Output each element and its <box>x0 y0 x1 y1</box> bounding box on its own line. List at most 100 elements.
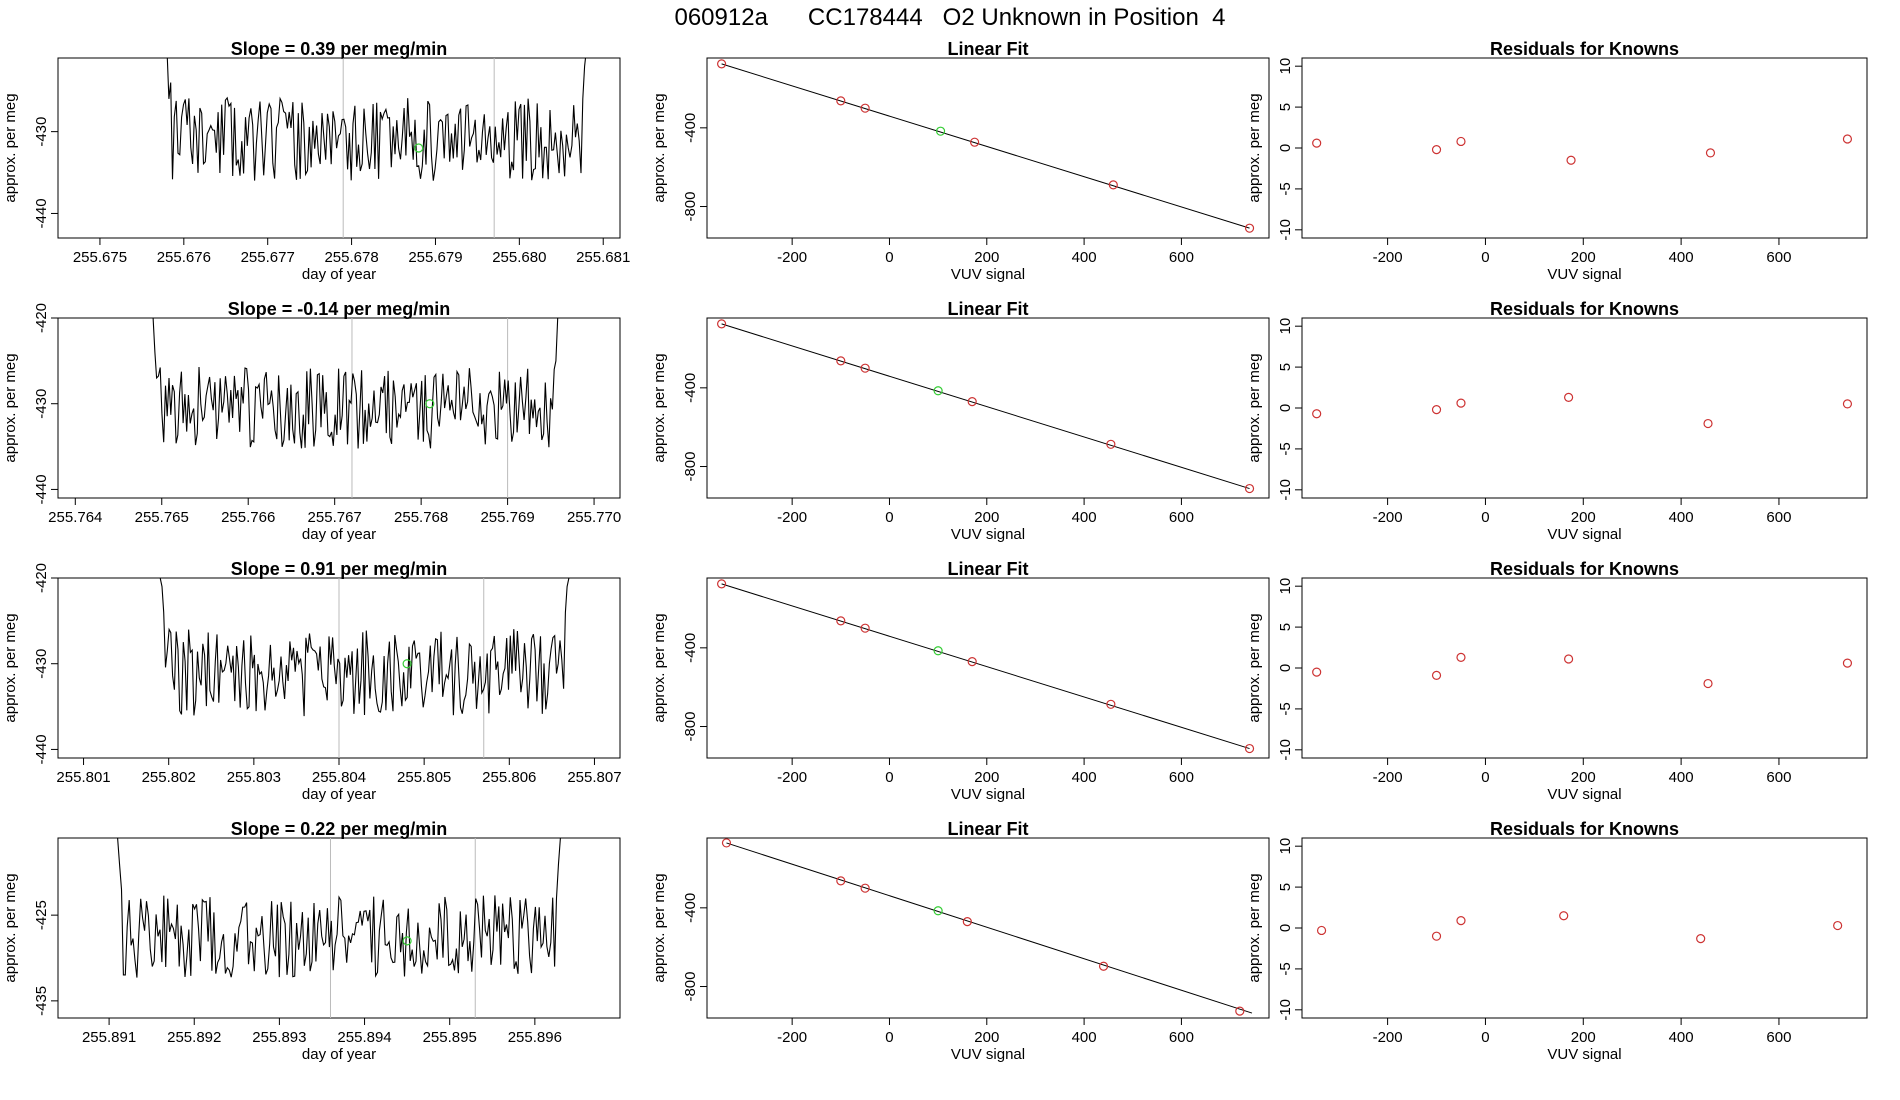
fit-line <box>721 63 1250 229</box>
data-point <box>1244 743 1255 754</box>
y-axis-label: approx. per meg <box>2 93 19 202</box>
data-point <box>1456 398 1466 408</box>
fit-line <box>726 842 1253 1014</box>
series-line <box>152 318 560 449</box>
data-point <box>1431 405 1442 415</box>
unknown-point <box>425 399 435 409</box>
x-tick-label: 255.675 <box>73 249 127 266</box>
x-tick-label: 255.801 <box>56 769 110 786</box>
data-point <box>1456 652 1466 662</box>
y-tick-label: 10 <box>1277 318 1294 335</box>
panel-residuals-4: Residuals for Knowns -200 0 200 400 600 10 5 0 -5… <box>1246 819 1868 1063</box>
x-tick-label: 255.765 <box>135 509 189 526</box>
x-tick-label: -200 <box>1373 1029 1403 1046</box>
y-axis-label: approx. per meg <box>1246 93 1263 202</box>
panel-title: Slope = 0.39 per meg/min <box>231 39 448 59</box>
y-tick-label: -400 <box>682 893 699 923</box>
x-tick-label: 255.679 <box>408 249 462 266</box>
x-tick-label: 400 <box>1072 509 1097 526</box>
x-tick-label: 200 <box>974 249 999 266</box>
series-line <box>166 58 587 181</box>
x-tick-label: 600 <box>1169 1029 1194 1046</box>
x-axis-label: VUV signal <box>1547 266 1621 283</box>
panel-title: Slope = -0.14 per meg/min <box>228 299 451 319</box>
y-tick-label: 0 <box>1277 664 1294 672</box>
panel-title: Linear Fit <box>947 819 1028 839</box>
x-axis-label: VUV signal <box>951 266 1025 283</box>
x-axis-label: VUV signal <box>1547 526 1621 543</box>
data-point <box>1559 911 1569 921</box>
plot-frame <box>57 57 621 239</box>
data-point <box>1703 418 1713 429</box>
x-tick-label: 200 <box>974 509 999 526</box>
data-point <box>1431 145 1442 155</box>
x-tick-label: 255.766 <box>221 509 275 526</box>
unknown-point <box>402 659 412 669</box>
data-point <box>1564 654 1574 664</box>
y-tick-label: -800 <box>682 192 699 222</box>
x-axis-label: day of year <box>302 266 376 283</box>
data-point <box>1842 658 1853 668</box>
data-point <box>1316 925 1327 936</box>
y-axis-label: approx. per meg <box>651 873 668 982</box>
panel-title: Linear Fit <box>947 39 1028 59</box>
y-tick-label: 10 <box>1277 838 1294 855</box>
data-point <box>1456 136 1466 147</box>
data-point <box>967 397 977 407</box>
data-point <box>1833 920 1843 931</box>
y-tick-label: -400 <box>682 373 699 403</box>
plot-frame <box>706 577 1270 759</box>
panel-linear-fit-1: Linear Fit -200 0 200 400 600 -400 -800 VUV sign… <box>651 39 1270 283</box>
y-tick-label: -5 <box>1277 962 1294 975</box>
fit-line <box>721 323 1250 490</box>
y-tick-label: -800 <box>682 712 699 742</box>
x-tick-label: 0 <box>885 249 893 266</box>
unknown-point <box>933 906 943 916</box>
data-point <box>1244 483 1255 494</box>
y-tick-label: 5 <box>1277 363 1294 371</box>
x-tick-label: 200 <box>1571 1029 1596 1046</box>
y-axis-label: approx. per meg <box>2 353 19 462</box>
panel-linear-fit-2: Linear Fit -200 0 200 400 600 -400 -800 VUV sign… <box>651 299 1270 543</box>
y-axis-label: approx. per meg <box>651 353 668 462</box>
plot-frame <box>1301 317 1868 499</box>
x-tick-label: 255.764 <box>48 509 102 526</box>
y-tick-label: -430 <box>33 389 50 419</box>
y-tick-label: 5 <box>1277 103 1294 111</box>
y-tick-label: -400 <box>682 633 699 663</box>
x-tick-label: 255.806 <box>482 769 536 786</box>
data-point <box>716 59 727 69</box>
y-tick-label: 10 <box>1277 58 1294 75</box>
unknown-point <box>933 646 943 656</box>
y-tick-label: -10 <box>1277 999 1294 1021</box>
data-point <box>1106 699 1116 709</box>
y-axis-label: approx. per meg <box>1246 353 1263 462</box>
data-point <box>1456 916 1466 926</box>
y-tick-label: -400 <box>682 113 699 143</box>
plot-frame <box>1301 57 1868 239</box>
x-tick-label: 0 <box>1481 509 1489 526</box>
x-tick-label: 400 <box>1669 769 1694 786</box>
y-tick-label: -440 <box>33 734 50 764</box>
panel-residuals-3: Residuals for Knowns -200 0 200 400 600 10 5 0 -5… <box>1246 559 1868 803</box>
data-point <box>836 96 846 106</box>
unknown-point <box>402 936 412 946</box>
y-axis-label: approx. per meg <box>651 93 668 202</box>
data-point <box>1431 931 1442 941</box>
x-tick-label: 400 <box>1072 769 1097 786</box>
data-point <box>1312 409 1322 419</box>
y-tick-label: -10 <box>1277 739 1294 761</box>
x-tick-label: 200 <box>974 1029 999 1046</box>
x-tick-label: -200 <box>777 1029 807 1046</box>
x-tick-label: 255.892 <box>167 1029 221 1046</box>
unknown-point <box>935 126 946 136</box>
plot-area <box>152 318 560 498</box>
data-point <box>1842 134 1853 144</box>
x-tick-label: 600 <box>1169 249 1194 266</box>
x-tick-label: 255.803 <box>227 769 281 786</box>
x-axis-label: day of year <box>302 1046 376 1063</box>
x-tick-label: 255.677 <box>241 249 295 266</box>
y-tick-label: -430 <box>33 117 50 147</box>
data-point <box>836 616 846 626</box>
